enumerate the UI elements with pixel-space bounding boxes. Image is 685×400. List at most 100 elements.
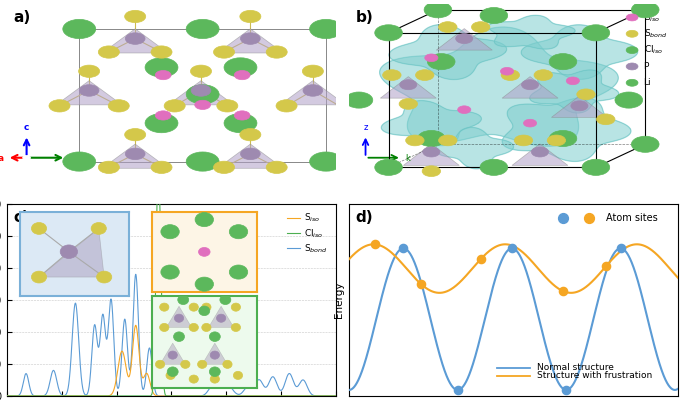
Circle shape <box>49 100 70 112</box>
Circle shape <box>240 128 261 141</box>
Cl$_{iso}$ <box>290 394 298 398</box>
Circle shape <box>632 136 659 152</box>
Circle shape <box>534 70 552 80</box>
Circle shape <box>79 85 99 96</box>
Circle shape <box>458 106 471 114</box>
Point <box>398 245 409 252</box>
S$_{iso}$ <box>277 394 285 398</box>
Text: c: c <box>24 123 29 132</box>
Circle shape <box>266 161 287 174</box>
Polygon shape <box>521 25 638 79</box>
Circle shape <box>501 70 519 80</box>
Circle shape <box>582 159 610 176</box>
S$_{bond}$ <box>332 394 340 398</box>
Circle shape <box>615 92 643 108</box>
Line: Cl$_{iso}$: Cl$_{iso}$ <box>7 172 336 396</box>
Polygon shape <box>435 128 514 169</box>
Circle shape <box>303 85 323 96</box>
Text: b): b) <box>356 10 373 25</box>
Polygon shape <box>403 144 460 166</box>
Circle shape <box>99 46 119 58</box>
Circle shape <box>399 98 418 109</box>
S$_{bond}$ <box>40 393 49 398</box>
Circle shape <box>423 147 440 157</box>
Text: z: z <box>363 123 368 132</box>
S$_{bond}$ <box>171 394 179 398</box>
Polygon shape <box>436 28 493 50</box>
Cl$_{iso}$ <box>143 394 151 398</box>
Circle shape <box>549 54 577 70</box>
Polygon shape <box>280 81 346 105</box>
Circle shape <box>582 25 610 41</box>
Circle shape <box>626 47 638 54</box>
Circle shape <box>125 148 145 160</box>
Circle shape <box>418 130 445 146</box>
Text: k: k <box>405 154 410 163</box>
Cl$_{iso}$ <box>325 394 334 398</box>
Circle shape <box>63 19 96 38</box>
Circle shape <box>571 101 588 111</box>
Circle shape <box>186 152 219 171</box>
Circle shape <box>145 114 178 133</box>
Text: a): a) <box>14 10 31 25</box>
Text: S$_{bond}$: S$_{bond}$ <box>644 28 667 40</box>
Cl$_{iso}$ <box>129 394 137 398</box>
Circle shape <box>521 80 538 90</box>
Point <box>370 241 381 248</box>
Circle shape <box>438 135 457 146</box>
Cl$_{iso}$ <box>332 394 340 398</box>
Circle shape <box>626 30 638 37</box>
Polygon shape <box>168 81 234 105</box>
Point <box>416 281 427 288</box>
Circle shape <box>425 54 438 62</box>
Circle shape <box>400 80 417 90</box>
Circle shape <box>514 135 533 146</box>
Circle shape <box>626 63 638 70</box>
Text: b: b <box>71 154 77 163</box>
Circle shape <box>151 161 172 174</box>
Circle shape <box>214 161 234 174</box>
Circle shape <box>406 135 424 146</box>
Circle shape <box>626 14 638 21</box>
Circle shape <box>191 85 211 96</box>
Text: S$_{iso}$: S$_{iso}$ <box>644 11 660 24</box>
Circle shape <box>224 58 257 77</box>
Text: P: P <box>644 62 649 71</box>
Polygon shape <box>488 15 575 49</box>
Polygon shape <box>217 144 284 168</box>
Polygon shape <box>56 81 122 105</box>
Circle shape <box>416 70 434 80</box>
Circle shape <box>532 147 549 157</box>
Cl$_{iso}$ <box>154 169 162 174</box>
S$_{bond}$ <box>290 381 299 386</box>
S$_{bond}$ <box>132 272 140 277</box>
Circle shape <box>547 135 566 146</box>
Text: c): c) <box>14 210 29 225</box>
Circle shape <box>216 100 238 112</box>
Text: Normal structure: Normal structure <box>536 363 614 372</box>
Circle shape <box>577 89 595 100</box>
Circle shape <box>276 100 297 112</box>
Circle shape <box>99 161 119 174</box>
Circle shape <box>190 65 212 78</box>
S$_{iso}$ <box>60 394 68 398</box>
Polygon shape <box>102 29 168 53</box>
Circle shape <box>234 70 250 80</box>
Text: Cl$_{iso}$: Cl$_{iso}$ <box>644 44 663 56</box>
Text: d): d) <box>356 210 373 225</box>
Y-axis label: Energy: Energy <box>334 282 343 318</box>
Circle shape <box>626 79 638 86</box>
Point <box>584 215 595 221</box>
Point <box>558 215 569 221</box>
Circle shape <box>155 111 171 120</box>
Circle shape <box>310 19 342 38</box>
Polygon shape <box>380 77 436 98</box>
Cl$_{iso}$ <box>40 394 49 398</box>
Circle shape <box>79 65 99 78</box>
Polygon shape <box>217 29 284 53</box>
Line: S$_{bond}$: S$_{bond}$ <box>7 274 336 396</box>
Circle shape <box>224 114 257 133</box>
Polygon shape <box>379 27 619 146</box>
Cl$_{iso}$ <box>60 394 68 398</box>
Circle shape <box>501 68 514 75</box>
